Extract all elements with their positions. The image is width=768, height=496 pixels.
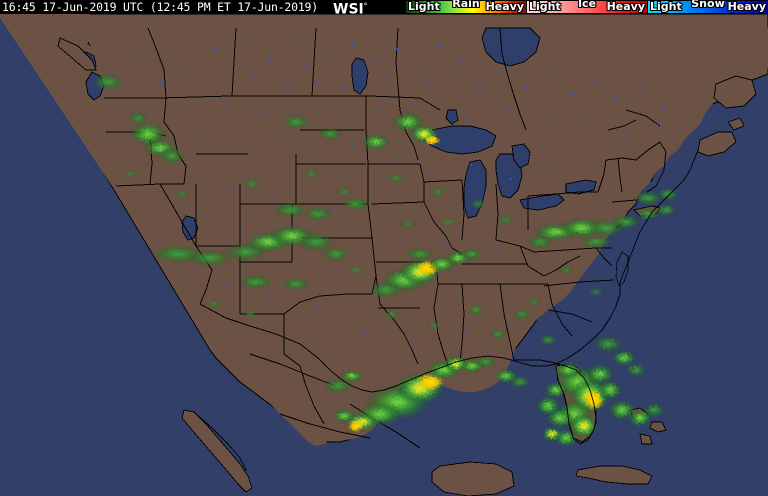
great-salt-lake [181, 215, 199, 241]
echo-pacific-northwest [93, 74, 184, 164]
baja-california [181, 409, 253, 493]
florida-coastline [555, 363, 597, 445]
border-ms-al [459, 283, 465, 363]
border-me [635, 141, 667, 195]
border-nc-va [543, 279, 615, 287]
border-ab-sk [231, 27, 237, 97]
border-in-oh [495, 183, 499, 241]
border-tx-la [375, 275, 419, 365]
legend-snow-heavy-label: Heavy [727, 0, 766, 13]
registered-mark-icon: ° [363, 2, 368, 10]
newfoundland [713, 75, 757, 109]
border-plains-east [365, 96, 377, 277]
coastline-overlay [329, 149, 699, 445]
border-pa-ny [527, 191, 598, 197]
precipitation-legend: Light Rain Heavy Light Ice Heavy Light S… [405, 0, 768, 14]
legend-ice-title: Ice [577, 0, 597, 10]
lake-erie [519, 193, 565, 211]
echo-canada-clutter [116, 42, 665, 346]
border-bc-ab [147, 27, 167, 99]
border-mexico-interior [299, 365, 325, 425]
border-mexico-us [199, 303, 331, 371]
echo-light-speckle [123, 170, 604, 330]
border-qc-nb [625, 109, 661, 127]
nova-scotia [697, 131, 737, 157]
border-wi-il [423, 179, 463, 183]
legend-group-ice: Light Ice Heavy [527, 0, 647, 14]
border-nc-sc [547, 309, 593, 323]
legend-snow-light-label: Light [650, 0, 682, 13]
border-mexico-north [249, 353, 337, 387]
georgian-bay [511, 143, 531, 169]
echo-texas-gulf [324, 356, 496, 432]
cuba [575, 465, 653, 485]
border-mo-il [423, 201, 463, 255]
legend-snow-title: Snow [691, 0, 725, 10]
radar-echo-layer [93, 42, 679, 447]
border-ga-fl-sc [514, 359, 561, 365]
timestamp-label: 16:45 17-Jun-2019 UTC (12:45 PM ET 17-Ju… [2, 0, 319, 14]
border-pa-md [533, 247, 612, 253]
border-nm-tx [240, 313, 301, 367]
bahamas-island-2 [649, 421, 667, 433]
border-ny-ne-states [605, 157, 637, 161]
legend-ice-heavy-label: Heavy [606, 0, 645, 13]
border-ma-ct [611, 199, 637, 203]
legend-gradient-rain [406, 1, 526, 13]
lake-nipigon [445, 109, 459, 125]
border-sk-mb [311, 27, 317, 97]
border-ny-vt-nh [597, 159, 607, 193]
legend-group-snow: Light Snow Heavy [648, 0, 768, 14]
header-bar: 16:45 17-Jun-2019 UTC (12:45 PM ET 17-Ju… [0, 0, 768, 17]
land-fill-group [70, 28, 768, 440]
border-il-in [461, 179, 465, 241]
echo-intermountain-west [152, 203, 350, 290]
echo-midwest-complex [370, 248, 483, 298]
bahamas-island-3 [639, 433, 653, 445]
water-bodies [83, 27, 629, 471]
border-vt-nh [617, 157, 623, 193]
legend-group-rain: Light Rain Heavy [406, 0, 526, 14]
border-md-va [595, 247, 613, 267]
legend-gradient-snow [648, 1, 768, 13]
wsi-logo-text: WSI [333, 1, 364, 18]
wsi-logo: WSI° [333, 0, 368, 17]
lake-ontario [565, 179, 597, 195]
chesapeake-bay [615, 251, 629, 287]
lake-superior [423, 125, 497, 155]
border-ca-az [199, 269, 213, 305]
border-qc-maine [607, 119, 637, 131]
radar-map-canvas[interactable] [0, 14, 768, 496]
lake-winnipeg [351, 57, 369, 95]
legend-rain-heavy-label: Heavy [485, 0, 524, 13]
hudson-bay [481, 27, 541, 67]
political-borders [104, 27, 667, 449]
echo-florida [536, 362, 622, 447]
legend-rain-light-label: Light [408, 0, 440, 13]
border-mexico-south [279, 413, 371, 439]
vancouver-island [57, 37, 97, 71]
mainland-fill [70, 28, 768, 440]
legend-ice-light-label: Light [529, 0, 561, 13]
border-wv-va [519, 245, 581, 277]
border-ia-mo [371, 201, 425, 205]
cape-breton [727, 117, 745, 131]
border-on-qc [499, 27, 527, 131]
border-mb-on [395, 27, 401, 111]
echo-southeast-scattered [469, 305, 556, 388]
yucatan-peninsula [431, 461, 515, 496]
echo-northern-plains [282, 112, 440, 210]
gulf-coastline [329, 355, 557, 393]
echo-ohio-valley-northeast [528, 204, 676, 248]
border-al-ga [499, 283, 515, 361]
legend-gradient-ice [527, 1, 647, 13]
atlantic-coastline [555, 149, 699, 365]
border-id-mt [163, 97, 187, 185]
border-us-canada [104, 95, 441, 111]
border-ga-sc [547, 283, 573, 337]
legend-rain-title: Rain [452, 0, 480, 10]
